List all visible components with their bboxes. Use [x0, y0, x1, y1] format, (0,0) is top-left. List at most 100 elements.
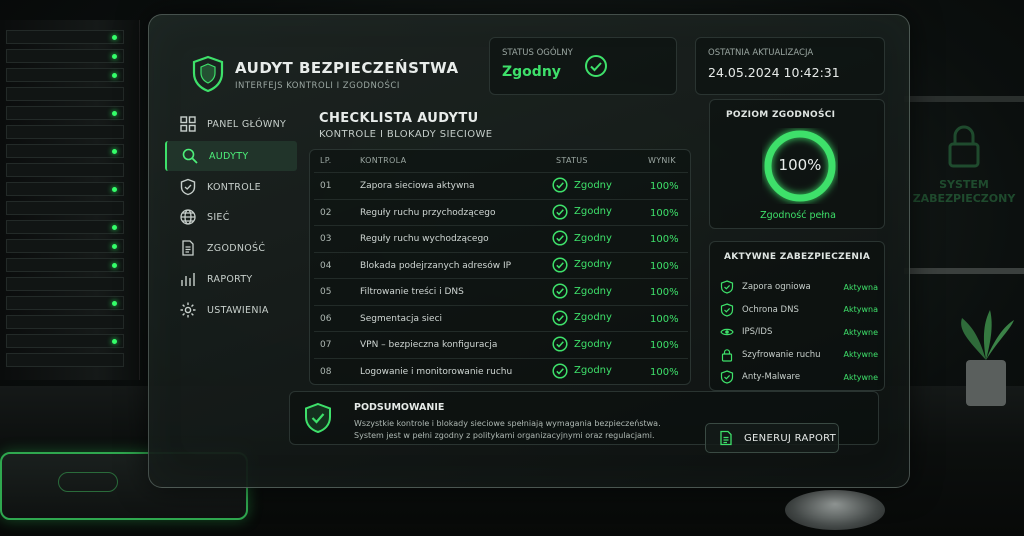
rack-led [112, 187, 117, 192]
row-status: Zgodny [552, 362, 612, 379]
rack-slot [6, 30, 124, 44]
sidebar-item-kontrole[interactable]: KONTROLE [165, 172, 297, 202]
compliance-value: 100% [778, 156, 822, 174]
table-row[interactable]: 06 Segmentacja sieci Zgodny 100% [314, 304, 688, 331]
shield-check-icon [720, 280, 734, 294]
shield-check-icon [720, 370, 734, 384]
shield-icon [179, 178, 197, 196]
rack-slot [6, 201, 124, 215]
row-status: Zgodny [552, 336, 612, 352]
desk-puck [785, 490, 885, 530]
potted-plant [948, 300, 1024, 410]
row-status: Zgodny [552, 256, 612, 273]
table-row[interactable]: 03 Reguły ruchu wychodzącego Zgodny 100% [314, 225, 688, 251]
rack-led [112, 149, 117, 154]
compliance-label: POZIOM ZGODNOŚCI [726, 110, 836, 120]
row-number: 04 [320, 260, 332, 271]
row-status: Zgodny [552, 230, 612, 246]
protection-item: Szyfrowanie ruchu Aktywne [720, 344, 878, 366]
protection-name: Szyfrowanie ruchu [742, 349, 821, 360]
status-value: Zgodny [502, 64, 561, 80]
rack-led [112, 111, 117, 116]
row-control-name: Zapora sieciowa aktywna [360, 181, 475, 191]
rack-led [112, 263, 117, 268]
shield-check-icon [305, 402, 331, 434]
compliance-caption: Zgodność pełna [760, 210, 836, 221]
table-row[interactable]: 08 Logowanie i monitorowanie ruchu Zgodny 1… [314, 357, 688, 384]
check-circle-icon [552, 309, 568, 326]
rack-led [112, 301, 117, 306]
wall-text: SYSTEM ZABEZPIECZONY [912, 178, 1016, 205]
last-update-card: OSTATNIA AKTUALIZACJA 24.05.2024 10:42:3… [695, 37, 885, 95]
rack-led [112, 54, 117, 59]
sidebar-item-audyty[interactable]: AUDYTY [165, 141, 297, 171]
grid-icon [179, 115, 197, 133]
table-row[interactable]: 02 Reguły ruchu przychodzącego Zgodny 100% [314, 198, 688, 225]
compliance-gauge [764, 130, 836, 202]
row-status: Zgodny [552, 177, 612, 193]
sidebar-item-label: KONTROLE [207, 181, 261, 193]
compliance-card: POZIOM ZGODNOŚCI 100% Zgodność pełna [709, 99, 885, 229]
check-circle-icon [552, 362, 568, 379]
row-result: 100% [650, 260, 679, 272]
col-header-kontrola: KONTROLA [360, 156, 407, 165]
sidebar-item-raporty[interactable]: RAPORTY [165, 264, 297, 294]
row-status: Zgodny [552, 283, 612, 299]
protection-item: IPS/IDS Aktywne [720, 321, 878, 343]
row-control-name: Logowanie i monitorowanie ruchu [360, 366, 513, 377]
rack-slot [6, 182, 124, 196]
col-header-wynik: WYNIK [648, 156, 676, 165]
table-row[interactable]: 04 Blokada podejrzanych adresów IP Zgodny 1… [314, 251, 688, 278]
row-number: 06 [320, 313, 332, 324]
rack-slot [6, 334, 124, 348]
server-rack [0, 20, 140, 380]
rack-slot [6, 125, 124, 139]
protection-name: Zapora ogniowa [742, 282, 811, 292]
document-icon [179, 239, 197, 257]
sidebar-item-siec[interactable]: SIEĆ [165, 202, 297, 232]
lock-icon [720, 348, 734, 362]
generate-report-label: GENERUJ RAPORT [744, 432, 837, 444]
sidebar-item-label: USTAWIENIA [207, 304, 269, 316]
row-control-name: Blokada podejrzanych adresów IP [360, 260, 512, 271]
sidebar-item-ustawienia[interactable]: USTAWIENIA [165, 295, 297, 325]
row-number: 05 [320, 287, 332, 297]
row-number: 03 [320, 234, 332, 244]
check-circle-icon [552, 177, 568, 193]
row-control-name: VPN – bezpieczna konfiguracja [360, 340, 498, 350]
protection-item: Anty-Malware Aktywne [720, 366, 878, 388]
table-row[interactable]: 07 VPN – bezpieczna konfiguracja Zgodny 100… [314, 331, 688, 357]
check-circle-icon [552, 230, 568, 246]
rack-slot [6, 353, 124, 367]
rack-led [112, 73, 117, 78]
rack-slot [6, 258, 124, 272]
sidebar-item-zgodnosc[interactable]: ZGODNOŚĆ [165, 233, 297, 263]
protection-name: IPS/IDS [742, 327, 773, 337]
row-result: 100% [650, 181, 679, 192]
sidebar-item-panel[interactable]: PANEL GŁÓWNY [165, 109, 297, 139]
row-status-label: Zgodny [574, 312, 612, 323]
row-number: 07 [320, 340, 332, 350]
generate-report-button[interactable]: GENERUJ RAPORT [705, 423, 839, 453]
row-result: 100% [650, 313, 679, 325]
app-subtitle: INTERFEJS KONTROLI I ZGODNOŚCI [235, 81, 400, 91]
checklist-table: LP. KONTROLA STATUS WYNIK 01 Zapora sieci… [309, 149, 691, 385]
rack-slot [6, 163, 124, 177]
rack-slot [6, 68, 124, 82]
check-circle-icon [552, 283, 568, 299]
row-number: 08 [320, 366, 332, 377]
rack-led [112, 35, 117, 40]
active-protections-card: AKTYWNE ZABEZPIECZENIA Zapora ogniowa Akt… [709, 241, 885, 391]
table-row[interactable]: 05 Filtrowanie treści i DNS Zgodny 100% [314, 278, 688, 304]
table-row[interactable]: 01 Zapora sieciowa aktywna Zgodny 100% [314, 172, 688, 198]
check-circle-icon [552, 256, 568, 273]
rack-slot [6, 296, 124, 310]
audit-panel: AUDYT BEZPIECZEŃSTWA INTERFEJS KONTROLI … [148, 14, 910, 488]
sidebar-nav: PANEL GŁÓWNY AUDYTY KONTROLE SIEĆ ZGODNO… [165, 101, 301, 389]
sidebar-item-label: PANEL GŁÓWNY [207, 118, 287, 130]
row-result: 100% [650, 287, 679, 298]
row-status: Zgodny [552, 203, 612, 220]
rack-led [112, 244, 117, 249]
row-result: 100% [650, 234, 679, 245]
rack-slot [6, 49, 124, 63]
